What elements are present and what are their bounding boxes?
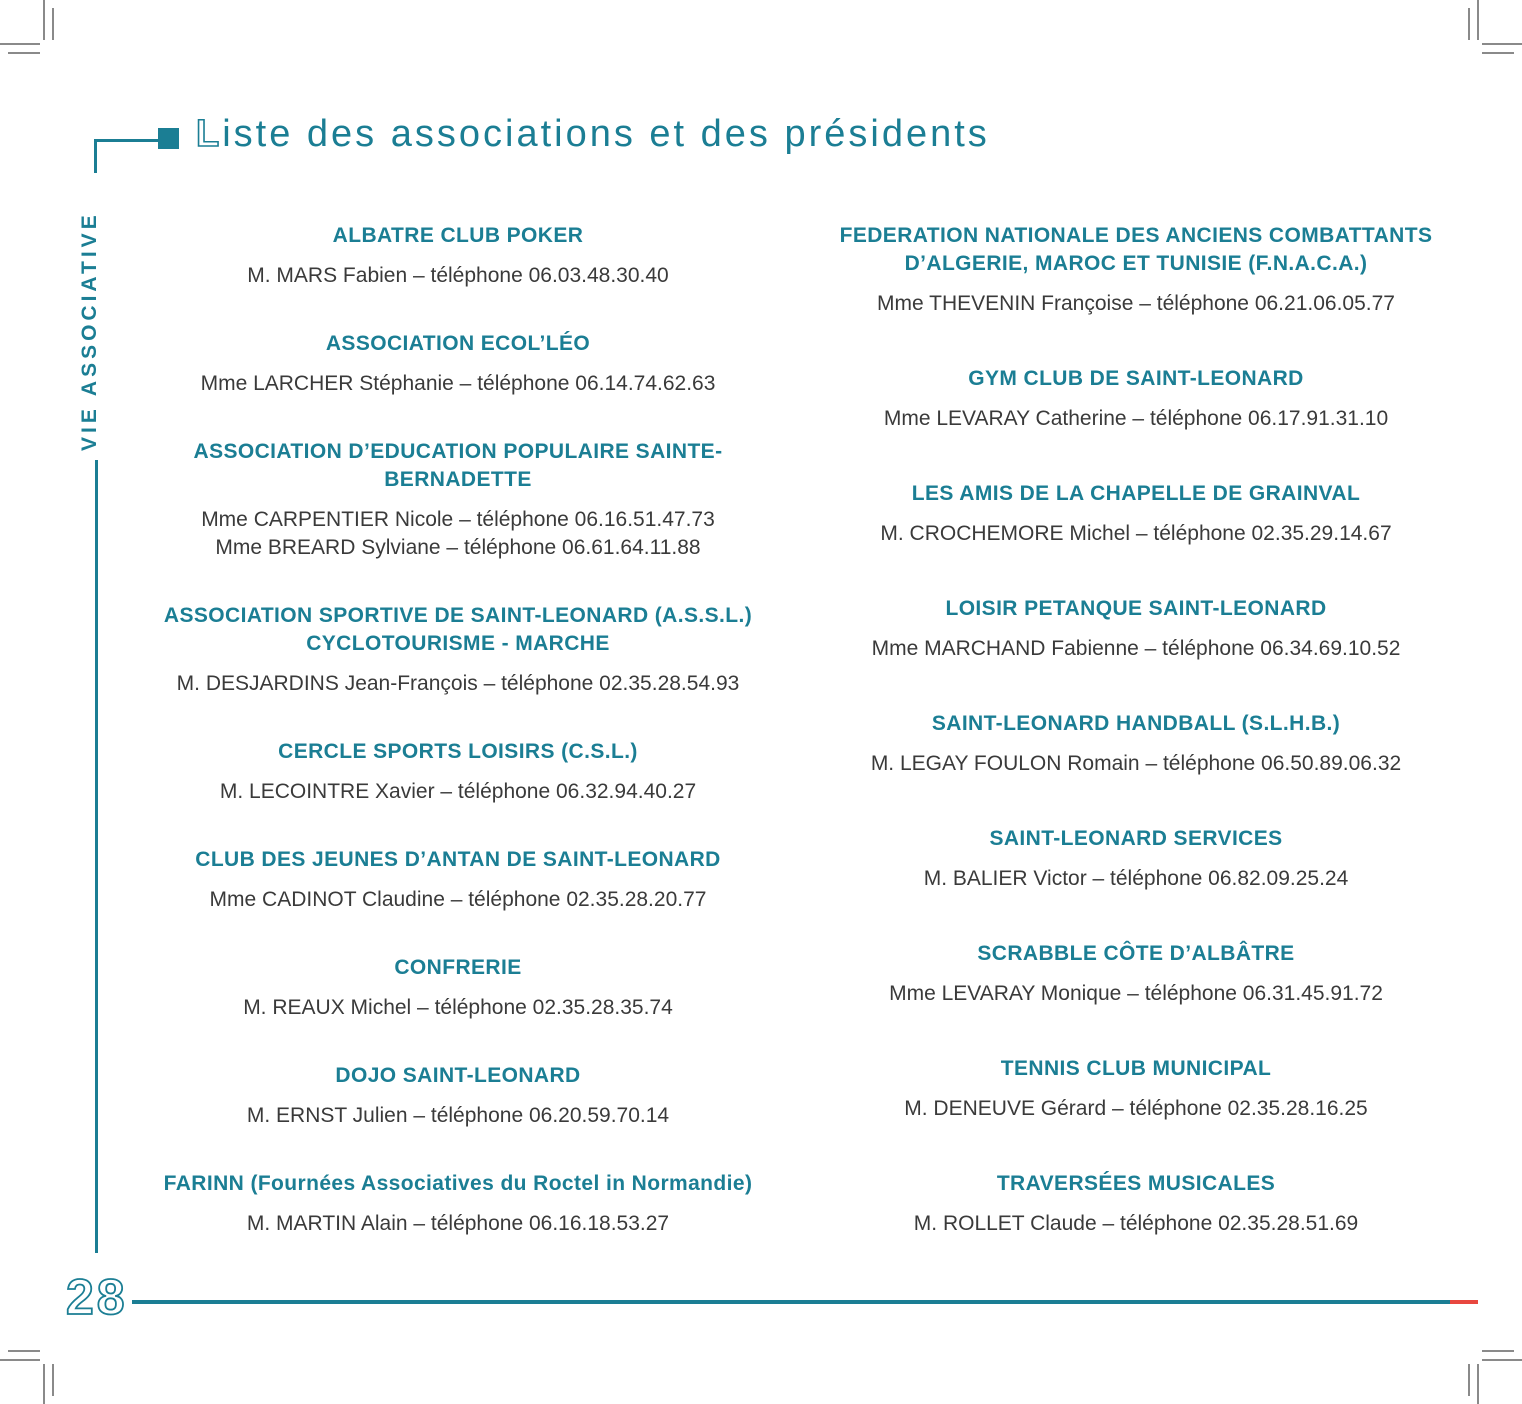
association-entry: SCRABBLE CÔTE D’ALBÂTRE Mme LEVARAY Moni…	[836, 940, 1436, 1008]
associations-column-right: FEDERATION NATIONALE DES ANCIENS COMBATT…	[836, 222, 1436, 1285]
association-name: ASSOCIATION D’EDUCATION POPULAIRE SAINTE…	[193, 440, 723, 491]
contact-line: Mme CARPENTIER Nicole – téléphone 06.16.…	[201, 508, 715, 531]
association-entry: CONFRERIE M. REAUX Michel – téléphone 02…	[148, 954, 768, 1022]
title-connector-line-horizontal	[94, 139, 158, 142]
association-name: CLUB DES JEUNES D’ANTAN DE SAINT-LEONARD	[195, 848, 721, 871]
association-entry: CERCLE SPORTS LOISIRS (C.S.L.) M. LECOIN…	[148, 738, 768, 806]
association-entry: FEDERATION NATIONALE DES ANCIENS COMBATT…	[836, 222, 1436, 318]
associations-column-left: ALBATRE CLUB POKER M. MARS Fabien – télé…	[148, 222, 768, 1278]
crop-mark-top-left	[0, 0, 60, 60]
footer-rule	[132, 1300, 1478, 1304]
title-connector-line-vertical	[94, 139, 97, 173]
contact-line: M. BALIER Victor – téléphone 06.82.09.25…	[923, 867, 1349, 890]
contact-line: M. ROLLET Claude – téléphone 02.35.28.51…	[913, 1212, 1359, 1235]
contact-line: Mme LEVARAY Catherine – téléphone 06.17.…	[883, 407, 1389, 430]
association-name: TRAVERSÉES MUSICALES	[996, 1172, 1276, 1195]
contact-line: M. LEGAY FOULON Romain – téléphone 06.50…	[870, 752, 1402, 775]
association-name: ASSOCIATION SPORTIVE DE SAINT-LEONARD (A…	[163, 604, 753, 655]
association-entry: DOJO SAINT-LEONARD M. ERNST Julien – tél…	[148, 1062, 768, 1130]
contact-line: Mme LEVARAY Monique – téléphone 06.31.45…	[889, 982, 1383, 1005]
association-entry: ASSOCIATION ECOL’LÉO Mme LARCHER Stéphan…	[148, 330, 768, 398]
association-name: FEDERATION NATIONALE DES ANCIENS COMBATT…	[839, 224, 1433, 275]
association-entry: LOISIR PETANQUE SAINT-LEONARD Mme MARCHA…	[836, 595, 1436, 663]
association-name: SCRABBLE CÔTE D’ALBÂTRE	[977, 942, 1295, 965]
association-entry: GYM CLUB DE SAINT-LEONARD Mme LEVARAY Ca…	[836, 365, 1436, 433]
crop-mark-top-right	[1462, 0, 1522, 60]
association-name: DOJO SAINT-LEONARD	[335, 1064, 581, 1087]
crop-mark-bottom-right	[1462, 1344, 1522, 1404]
contact-line: Mme THEVENIN Françoise – téléphone 06.21…	[877, 292, 1395, 315]
association-entry: ALBATRE CLUB POKER M. MARS Fabien – télé…	[148, 222, 768, 290]
association-entry: SAINT-LEONARD HANDBALL (S.L.H.B.) M. LEG…	[836, 710, 1436, 778]
association-name: GYM CLUB DE SAINT-LEONARD	[968, 367, 1304, 390]
page-title-rest: iste des associations et des présidents	[222, 113, 990, 155]
association-entry: ASSOCIATION SPORTIVE DE SAINT-LEONARD (A…	[148, 602, 768, 698]
association-name: CERCLE SPORTS LOISIRS (C.S.L.)	[278, 740, 638, 763]
page-title: Liste des associations et des présidents	[195, 110, 990, 158]
contact-line: M. CROCHEMORE Michel – téléphone 02.35.2…	[880, 522, 1392, 545]
crop-mark-bottom-left	[0, 1344, 60, 1404]
contact-line: Mme LARCHER Stéphanie – téléphone 06.14.…	[200, 372, 716, 395]
footer-rule-red-tip	[1450, 1300, 1478, 1304]
association-name: CONFRERIE	[394, 956, 522, 979]
association-entry: ASSOCIATION D’EDUCATION POPULAIRE SAINTE…	[148, 438, 768, 562]
contact-line: M. DESJARDINS Jean-François – téléphone …	[176, 672, 740, 695]
contact-line: Mme CADINOT Claudine – téléphone 02.35.2…	[209, 888, 707, 911]
section-label-vertical: VIE ASSOCIATIVE	[78, 211, 101, 451]
page-number: 28	[65, 1268, 128, 1326]
contact-line: Mme BREARD Sylviane – téléphone 06.61.64…	[215, 536, 701, 559]
contact-line: M. DENEUVE Gérard – téléphone 02.35.28.1…	[904, 1097, 1368, 1120]
association-name: LOISIR PETANQUE SAINT-LEONARD	[945, 597, 1327, 620]
association-entry: SAINT-LEONARD SERVICES M. BALIER Victor …	[836, 825, 1436, 893]
page-title-initial: L	[195, 112, 223, 156]
association-entry: LES AMIS DE LA CHAPELLE DE GRAINVAL M. C…	[836, 480, 1436, 548]
association-entry: CLUB DES JEUNES D’ANTAN DE SAINT-LEONARD…	[148, 846, 768, 914]
contact-line: M. MARS Fabien – téléphone 06.03.48.30.4…	[247, 264, 669, 287]
contact-line: M. REAUX Michel – téléphone 02.35.28.35.…	[243, 996, 673, 1019]
association-name: SAINT-LEONARD HANDBALL (S.L.H.B.)	[931, 712, 1341, 735]
contact-line: Mme MARCHAND Fabienne – téléphone 06.34.…	[871, 637, 1401, 660]
contact-line: M. LECOINTRE Xavier – téléphone 06.32.94…	[219, 780, 697, 803]
contact-line: M. MARTIN Alain – téléphone 06.16.18.53.…	[246, 1212, 670, 1235]
association-name: TENNIS CLUB MUNICIPAL	[1000, 1057, 1272, 1080]
association-name: ASSOCIATION ECOL’LÉO	[325, 332, 591, 355]
association-name: SAINT-LEONARD SERVICES	[989, 827, 1283, 850]
association-entry: TENNIS CLUB MUNICIPAL M. DENEUVE Gérard …	[836, 1055, 1436, 1123]
association-name: LES AMIS DE LA CHAPELLE DE GRAINVAL	[911, 482, 1361, 505]
association-name: FARINN (Fournées Associatives du Roctel …	[163, 1172, 753, 1195]
sidebar-vertical-rule	[95, 460, 98, 1253]
association-entry: TRAVERSÉES MUSICALES M. ROLLET Claude – …	[836, 1170, 1436, 1238]
contact-line: M. ERNST Julien – téléphone 06.20.59.70.…	[246, 1104, 670, 1127]
association-name: ALBATRE CLUB POKER	[332, 224, 584, 247]
association-entry: FARINN (Fournées Associatives du Roctel …	[148, 1170, 768, 1238]
title-bullet-square	[158, 128, 179, 149]
